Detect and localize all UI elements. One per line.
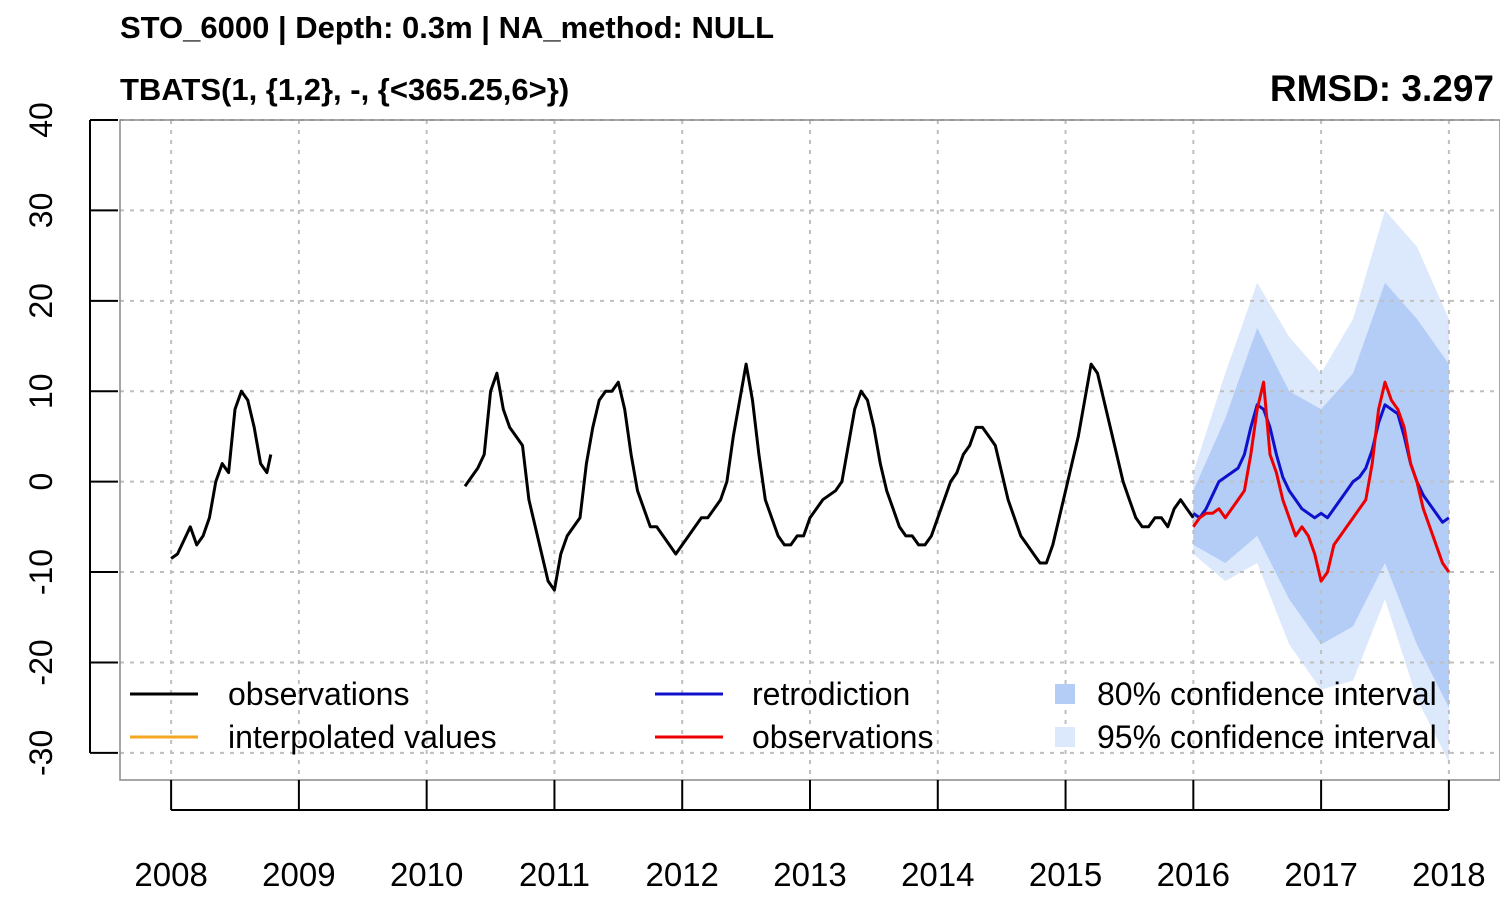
legend-label-4: 80% confidence interval (1097, 676, 1437, 712)
x-tick-label-2013: 2013 (773, 856, 846, 893)
series-line-observations-1 (170, 389, 273, 560)
y-tick-label--30: -30 (23, 730, 59, 776)
model-specification: TBATS(1, {1,2}, -, {<365.25,6>}) (120, 72, 570, 107)
rmsd-annotation: RMSD: 3.297 (1269, 68, 1494, 109)
x-tick-label-2015: 2015 (1029, 856, 1102, 893)
y-tick-label--10: -10 (23, 549, 59, 595)
confidence-band-layer (1193, 210, 1449, 762)
legend-label-0: observations (228, 676, 409, 712)
confidence-band-80 (1193, 282, 1449, 708)
legend-label-3: observations (752, 719, 933, 755)
x-tick-label-2017: 2017 (1284, 856, 1357, 893)
x-tick-label-2018: 2018 (1412, 856, 1485, 893)
series-layer (170, 362, 1451, 592)
legend-swatch-4 (1055, 684, 1075, 704)
grid-layer (120, 119, 1500, 780)
y-tick-label--20: -20 (23, 639, 59, 685)
y-tick-label-0: 0 (23, 473, 59, 491)
y-tick-label-30: 30 (23, 193, 59, 229)
x-tick-label-2009: 2009 (262, 856, 335, 893)
x-tick-label-2016: 2016 (1157, 856, 1230, 893)
series-line-test_observations (1192, 380, 1451, 583)
legend-label-5: 95% confidence interval (1097, 719, 1437, 755)
chart-title: STO_6000 | Depth: 0.3m | NA_method: NULL (120, 10, 775, 45)
series-line-observations-2 (463, 362, 1195, 592)
legend: observations interpolated values retrodict… (130, 676, 1437, 755)
x-axis: 2008 2009 2010 2011 2012 2013 2014 2015 2016 2017… (134, 780, 1486, 893)
legend-label-1: interpolated values (228, 719, 497, 755)
x-tick-label-2012: 2012 (646, 856, 719, 893)
x-tick-label-2011: 2011 (519, 856, 590, 893)
x-tick-label-2010: 2010 (390, 856, 463, 893)
y-axis: -30 -20 -10 0 10 20 30 40 (23, 102, 118, 776)
y-tick-label-20: 20 (23, 283, 59, 319)
y-tick-label-10: 10 (23, 373, 59, 409)
legend-swatch-5 (1055, 727, 1075, 747)
legend-label-2: retrodiction (752, 676, 910, 712)
y-tick-label-40: 40 (23, 102, 59, 138)
x-tick-label-2014: 2014 (901, 856, 974, 893)
x-tick-label-2008: 2008 (134, 856, 207, 893)
